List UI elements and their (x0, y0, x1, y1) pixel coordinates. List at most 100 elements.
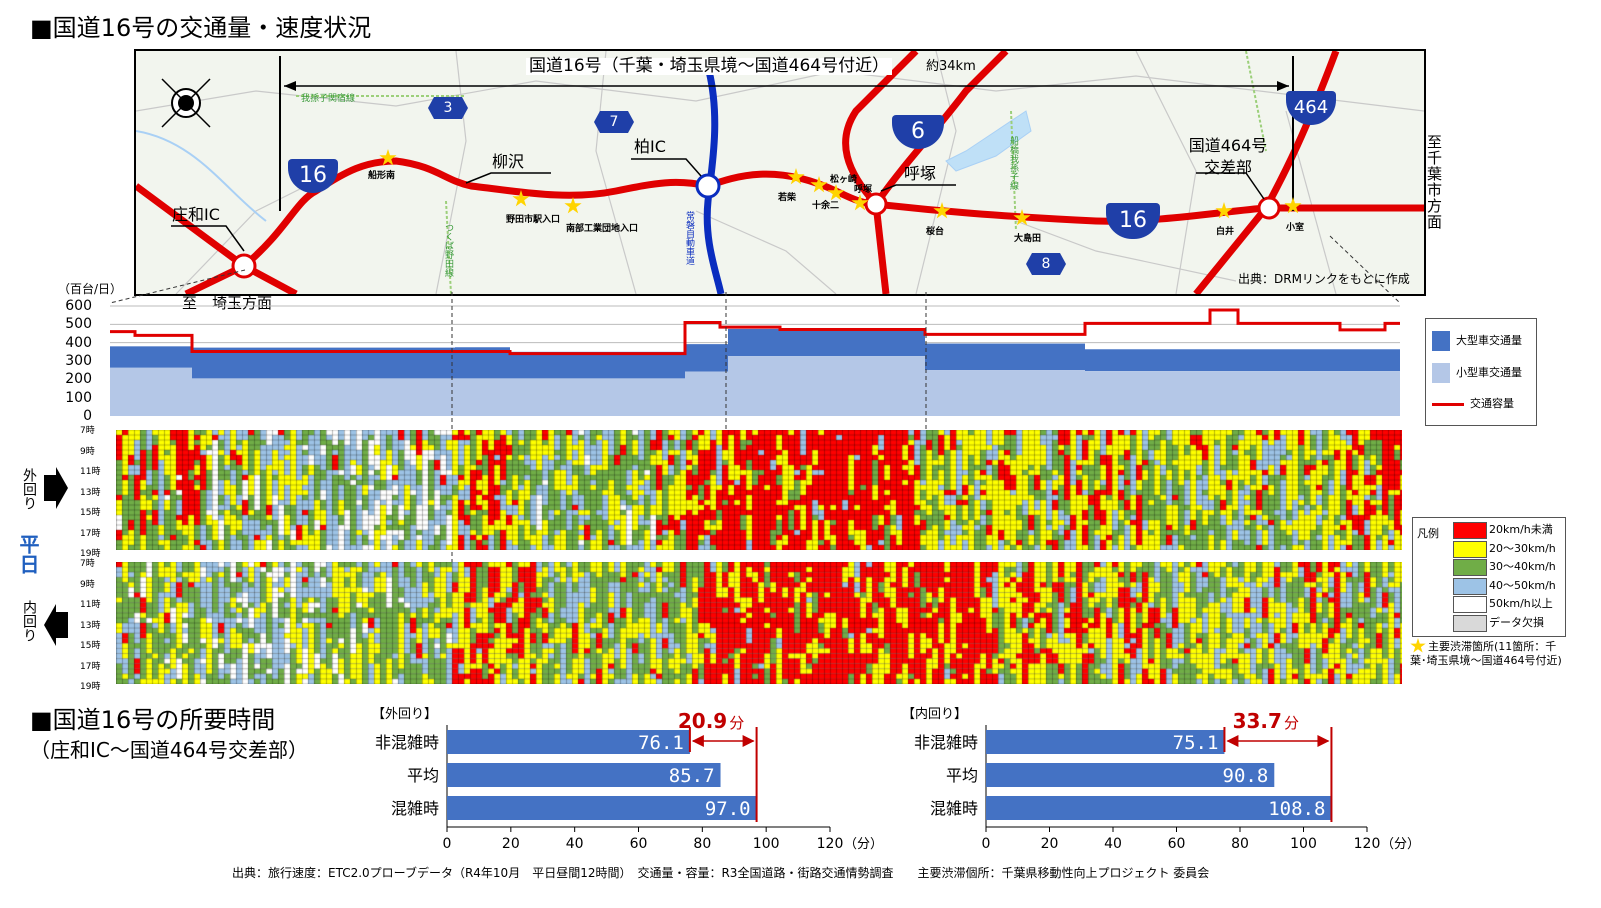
x-tick-label: 0 (443, 836, 452, 852)
speed-legend-swatch (1453, 577, 1487, 595)
diff-arrowhead (691, 735, 704, 747)
large-vehicle-bar (925, 343, 1085, 371)
large-vehicle-bar (685, 344, 728, 372)
junction-yanagisawa-label: 柳沢 (492, 152, 525, 171)
weekday-label: 平日 (16, 534, 40, 574)
category-label: 平均 (946, 766, 978, 785)
x-tick-label: 40 (566, 836, 584, 852)
bottleneck-label: 南部工業団地入口 (566, 224, 639, 234)
outer-hour-label: 11時 (80, 467, 101, 477)
travel-time-bar (447, 796, 757, 820)
outer-hour-label: 17時 (80, 528, 101, 539)
travel-time-value: 97.0 (705, 798, 751, 820)
railway-tsukuba-label: つくば野田線 (443, 223, 453, 277)
x-tick-label: 120 (1354, 836, 1381, 852)
small-vehicle-bar (192, 378, 455, 416)
inner-hour-label: 11時 (80, 600, 101, 610)
legend-capacity-line (1432, 403, 1464, 406)
bottleneck-label: 十余二 (812, 201, 840, 211)
outer-hour-label: 7時 (80, 426, 95, 436)
map-roads (136, 51, 1424, 294)
bottleneck-label: 船形南 (368, 171, 396, 181)
compass-icon (161, 78, 211, 128)
bottleneck-label: 野田市駅入口 (506, 215, 561, 225)
x-tick-label: 120 (817, 836, 844, 852)
outer-hour-label: 15時 (80, 508, 101, 518)
map-source: 出典：DRMリンクをもとに作成 (1238, 272, 1410, 286)
route-3-badge: 3 (428, 97, 468, 119)
to-chiba-label: 至千葉市方面 (1425, 134, 1443, 230)
route-7-badge: 7 (594, 111, 634, 133)
bottleneck-label: 桜台 (926, 227, 945, 237)
route-8-badge: 8 (1026, 253, 1066, 275)
legend-small-label: 小型車交通量 (1456, 366, 1522, 379)
inner-chart-title: 【内回り】 (902, 707, 968, 722)
x-tick-label: 80 (693, 836, 711, 852)
connector-dash (109, 269, 246, 304)
to-saitama-label: 至 埼玉方面 (182, 294, 273, 312)
diff-arrowhead (1226, 735, 1239, 747)
capacity-line (110, 308, 1400, 356)
junction-kobuka-label: 呼塚 (904, 164, 937, 183)
speed-legend-label: 20～30km/h (1489, 541, 1556, 555)
speed-legend-title: 凡例 (1417, 527, 1439, 540)
railway-funabashi-label: 船橋我孫子線 (1008, 136, 1018, 190)
inner-hour-label: 7時 (80, 559, 95, 569)
inner-hour-label: 13時 (80, 620, 101, 631)
inner-hour-label: 17時 (80, 661, 101, 672)
footer-source: 出典：旅行速度：ETC2.0プローブデータ（R4年10月 平日昼間12時間） 交… (232, 866, 1210, 880)
inner-speed-heatmap (116, 562, 1402, 684)
inner-direction-arrow-icon (44, 604, 68, 646)
category-label: 混雑時 (930, 799, 978, 818)
x-tick-label: 40 (1104, 836, 1122, 852)
x-unit-label: （分） (844, 837, 883, 852)
speed-legend-swatch (1453, 540, 1487, 558)
outer-hour-label: 13時 (80, 487, 101, 498)
junction-kashiwa-ic-label: 柏IC (634, 137, 666, 156)
y-tick-label: 300 (65, 353, 92, 369)
x-tick-label: 0 (982, 836, 991, 852)
travel-time-value: 90.8 (1223, 765, 1269, 787)
bottleneck-note: 主要渋滞箇所(11箇所：千葉･埼玉県境～国道464号付近) (1410, 640, 1562, 667)
large-vehicle-bar (728, 328, 925, 357)
railway-agashi-label: 我孫子関宿線 (301, 94, 356, 104)
large-vehicle-bar (510, 351, 685, 379)
travel-time-bar (986, 730, 1225, 754)
x-tick-label: 60 (630, 836, 648, 852)
route-map: 16 16 3 7 6 8 464 国道16号（千葉・埼玉県境～国道464号付近… (134, 49, 1426, 296)
section1-title: ■国道16号の交通量・速度状況 (30, 14, 372, 42)
travel-time-bar (447, 730, 690, 754)
junction-shouwa-label: 庄和IC (172, 205, 220, 224)
y-tick-label: 500 (65, 316, 92, 333)
outer-direction-label: 外回り (21, 468, 37, 510)
span-label: 国道16号（千葉・埼玉県境～国道464号付近） (526, 58, 893, 75)
diff-unit: 分 (729, 714, 744, 732)
traffic-legend: 大型車交通量 小型車交通量 交通容量 (1425, 318, 1537, 426)
bottleneck-label: 呼塚 (854, 185, 873, 195)
legend-capacity-label: 交通容量 (1470, 397, 1514, 410)
kashiwa-ic-marker (695, 173, 721, 199)
x-tick-label: 20 (502, 836, 520, 852)
speed-legend-label: データ欠損 (1489, 615, 1544, 629)
x-tick-label: 100 (1290, 836, 1317, 852)
kobuka-marker (864, 192, 888, 216)
category-label: 混雑時 (391, 799, 439, 818)
diff-value: 33.7 (1233, 709, 1282, 733)
expressway-label: 常磐自動車道 (684, 211, 694, 265)
inner-hour-label: 9時 (80, 579, 95, 590)
small-vehicle-bar (728, 356, 925, 416)
small-vehicle-bar (1085, 371, 1400, 416)
speed-legend: 凡例 20km/h未満 20～30km/h 30～40km/h 40～50km/h 50… (1412, 517, 1566, 637)
diff-value: 20.9 (678, 709, 727, 733)
travel-time-value: 76.1 (638, 732, 684, 754)
category-label: 非混雑時 (914, 733, 978, 752)
outer-direction-arrow-icon (44, 467, 68, 509)
travel-time-value: 75.1 (1173, 732, 1219, 754)
small-vehicle-bar (510, 378, 685, 416)
travel-time-bar (447, 763, 721, 787)
diff-unit: 分 (1284, 714, 1299, 732)
legend-large-swatch (1432, 331, 1450, 351)
traffic-unit-label: （百台/日） (58, 282, 123, 296)
